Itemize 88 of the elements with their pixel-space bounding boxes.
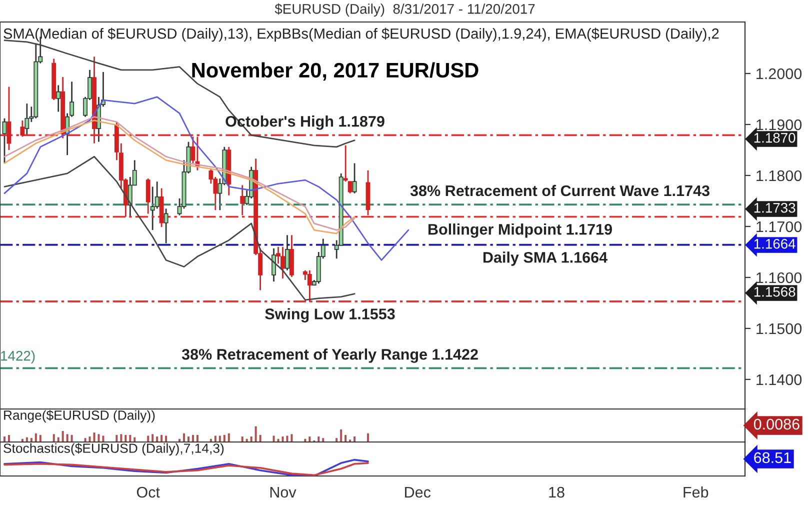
- y-tick-label: 1.1700: [756, 221, 802, 232]
- y-tick-label: 1.1500: [756, 323, 802, 334]
- candlestick: [56, 84, 61, 112]
- text: November 20, 2017 EUR/USD: [192, 62, 478, 81]
- candlestick: [2, 118, 7, 164]
- annotation: 1422): [1, 350, 35, 364]
- bar: [187, 436, 190, 442]
- bar: [66, 434, 68, 442]
- bar: [286, 436, 288, 442]
- bar: [52, 434, 55, 442]
- candlestick: [307, 270, 312, 303]
- bar: [259, 434, 262, 442]
- y-tick-label: 1.1900: [756, 119, 802, 130]
- candlestick: [20, 120, 25, 138]
- x-tick-label: Dec: [405, 486, 431, 498]
- text: 1.1568: [754, 286, 796, 297]
- bar: [88, 436, 91, 442]
- chart-title: $EURUSD (Daily) 8/31/2017 - 11/20/2017: [274, 3, 535, 17]
- ref-line-label: Swing Low 1.1553: [265, 308, 395, 322]
- text: 1.1733: [754, 202, 796, 213]
- bar: [8, 434, 10, 442]
- text: 1.1664: [754, 238, 796, 249]
- x-tick-label: Feb: [684, 486, 708, 498]
- bar: [254, 426, 257, 442]
- bar: [120, 434, 122, 442]
- bar: [282, 436, 284, 442]
- candlestick: [272, 248, 276, 282]
- candlestick: [285, 234, 290, 272]
- candlestick: [6, 86, 12, 151]
- ref-line-label: Bollinger Midpoint 1.1719: [428, 224, 612, 238]
- bar: [277, 438, 280, 442]
- candlestick: [164, 208, 168, 244]
- ref-line-label: 38% Retracement of Current Wave 1.1743: [410, 184, 710, 196]
- bar: [182, 433, 186, 442]
- ref-line-label: Daily SMA 1.1664: [483, 252, 608, 266]
- line-series: [4, 156, 356, 301]
- bar: [218, 436, 221, 442]
- line-series: [4, 96, 410, 261]
- bar: [192, 434, 194, 442]
- candlestick: [190, 136, 196, 164]
- ref-line-label: 38% Retracement of Yearly Range 1.1422: [182, 348, 478, 363]
- bar: [70, 434, 73, 442]
- bar: [3, 436, 6, 442]
- bar: [102, 436, 104, 442]
- bar: [129, 434, 132, 442]
- x-tick-label: 18: [549, 486, 564, 498]
- bar: [93, 432, 96, 442]
- x-tick-label: Nov: [270, 486, 296, 498]
- bar: [116, 434, 118, 442]
- text: Stochastics($EURUSD (Daily),7,14,3): [4, 443, 224, 456]
- bar: [39, 434, 42, 442]
- y-tick-label: 1.1800: [756, 170, 802, 182]
- y-tick-label: 1.1400: [756, 374, 802, 386]
- annotation: SMA(Median of $EURUSD (Daily),13), ExpBBs(Median of $EURUSD (Daily),1.9,24), EMA($EURUSD (Daily),2: [4, 28, 719, 42]
- bar: [165, 436, 168, 442]
- bar: [290, 434, 293, 442]
- text: 68.51: [754, 452, 791, 464]
- x-tick-label: Oct: [136, 486, 160, 498]
- bar: [367, 433, 370, 442]
- bar: [124, 434, 127, 442]
- bar: [250, 436, 252, 442]
- bar: [160, 434, 163, 442]
- bar: [228, 433, 230, 442]
- bar: [156, 436, 158, 442]
- bar: [147, 436, 150, 442]
- bar: [214, 436, 216, 442]
- bar: [344, 434, 347, 442]
- bar: [152, 434, 154, 442]
- text: 0.0086: [754, 418, 800, 430]
- candlestick: [240, 184, 245, 216]
- bar: [62, 431, 64, 442]
- bar: [34, 433, 37, 442]
- candlestick: [146, 178, 150, 214]
- bar: [98, 434, 100, 442]
- bar: [196, 434, 198, 442]
- y-tick-label: 1.1600: [756, 272, 802, 284]
- text: 1.1870: [754, 132, 796, 143]
- bar: [241, 436, 244, 442]
- y-tick-label: 1.2000: [756, 68, 802, 80]
- candlestick: [352, 162, 357, 194]
- bar: [223, 434, 226, 442]
- bar: [318, 436, 320, 442]
- bar: [272, 436, 275, 442]
- bar: [308, 436, 311, 442]
- bar: [354, 436, 356, 442]
- bar: [340, 429, 342, 442]
- candlestick: [24, 102, 30, 136]
- text: Range($EURUSD (Daily)): [4, 410, 155, 422]
